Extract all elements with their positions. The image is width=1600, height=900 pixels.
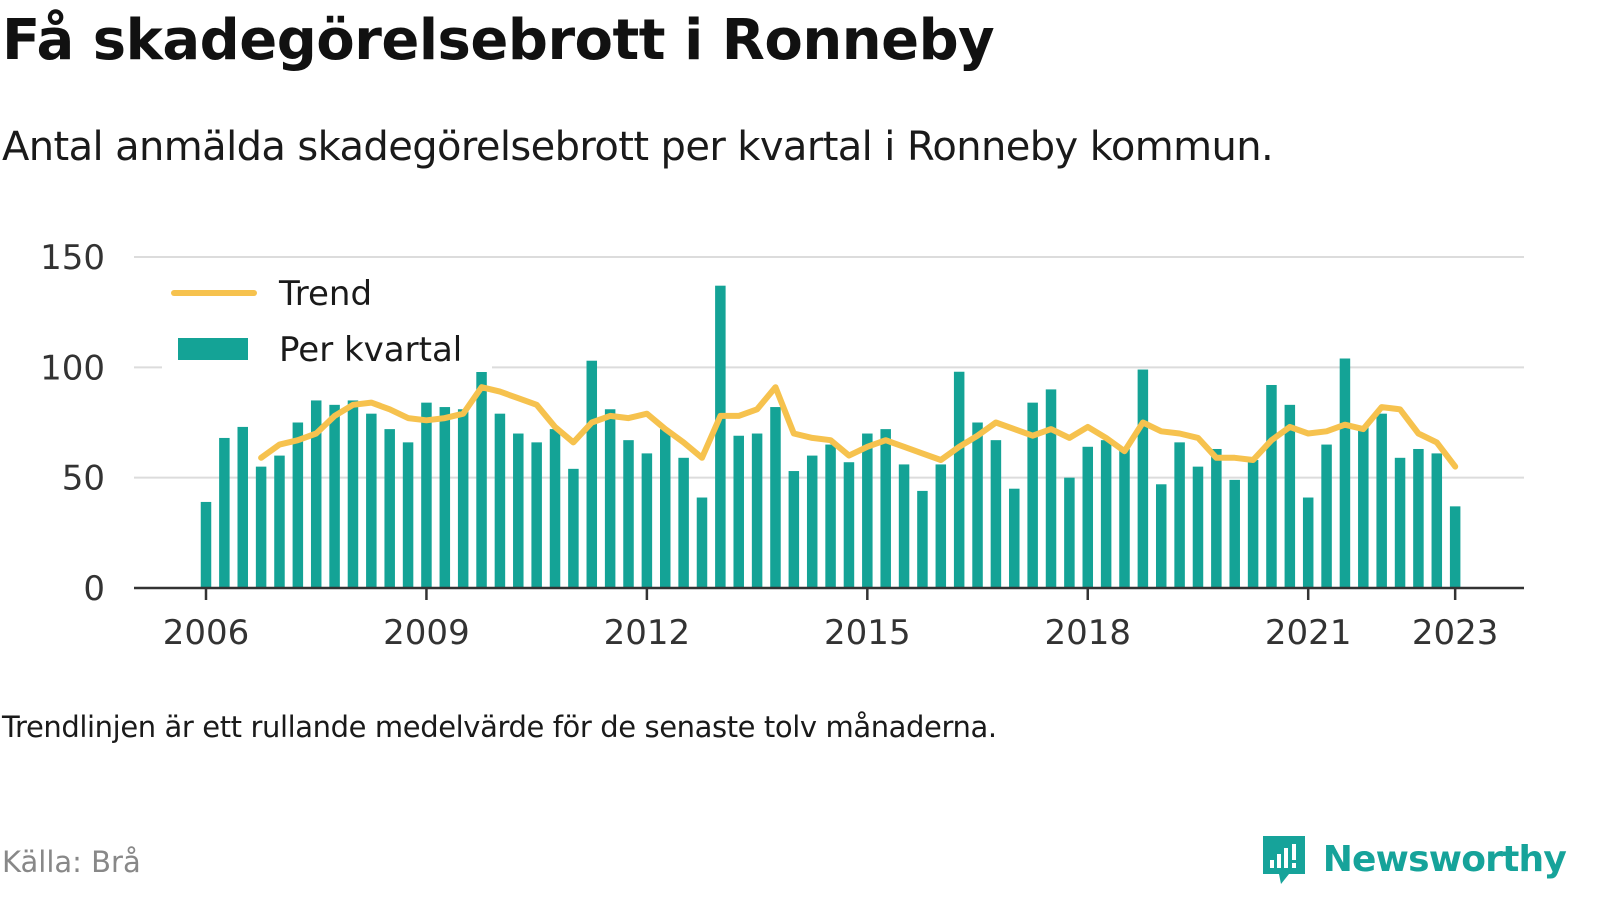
- bar: [439, 407, 451, 588]
- bar: [1155, 484, 1167, 588]
- bar: [513, 433, 524, 588]
- legend-bar-label: Per kvartal: [279, 330, 462, 370]
- bar: [1100, 440, 1112, 588]
- bar: [788, 471, 800, 588]
- brand-name: Newsworthy: [1322, 838, 1567, 880]
- y-tick-label: 50: [62, 459, 105, 499]
- bar: [476, 340, 487, 588]
- bar: [935, 464, 947, 588]
- x-tick-label: 2006: [163, 613, 250, 653]
- bar: [1376, 413, 1387, 588]
- bar: [1064, 477, 1075, 588]
- newsworthy-chart-icon: [1262, 836, 1305, 884]
- trend-line: [258, 384, 1459, 470]
- bar: [255, 466, 267, 588]
- bar: [696, 497, 708, 588]
- bar: [586, 360, 598, 588]
- bar: [825, 444, 836, 588]
- bar: [733, 435, 744, 588]
- bar: [329, 404, 340, 588]
- bar: [310, 400, 322, 588]
- bar: [568, 468, 579, 588]
- bar: [200, 501, 212, 588]
- bar: [1413, 448, 1424, 588]
- legend-trend-label: Trend: [278, 274, 372, 314]
- source-credit: Källa: Brå: [2, 845, 141, 879]
- bar: [457, 409, 469, 588]
- bar-series: [200, 285, 1461, 588]
- bar: [1321, 444, 1332, 588]
- bar: [917, 490, 928, 588]
- bar: [1247, 460, 1259, 588]
- bar: [1192, 466, 1204, 588]
- bar: [402, 442, 414, 588]
- x-tick-label: 2009: [383, 613, 470, 653]
- y-tick-label: 150: [40, 238, 105, 278]
- chart-subtitle: Antal anmälda skadegörelsebrott per kvar…: [2, 124, 1274, 170]
- chart-title: Få skadegörelsebrott i Ronneby: [2, 8, 995, 73]
- bar: [843, 462, 855, 588]
- legend-bar-swatch: [178, 338, 248, 360]
- bar: [715, 285, 726, 588]
- legend: Trend Per kvartal: [162, 262, 492, 372]
- bar: [1137, 369, 1149, 588]
- bar: [880, 429, 891, 588]
- bar: [494, 413, 506, 588]
- newsworthy-brand: Newsworthy: [1259, 832, 1567, 886]
- bar: [660, 429, 671, 588]
- bar: [549, 429, 561, 588]
- bar: [1449, 506, 1461, 588]
- quarterly-crime-chart: 0 50 100 150 2006 2009 2012 2015 2018 2021 2023 T…: [40, 238, 1524, 653]
- bar: [347, 400, 359, 588]
- x-tick-label: 2021: [1265, 613, 1352, 653]
- bar: [274, 455, 285, 588]
- bar: [1394, 457, 1406, 588]
- bar: [384, 429, 395, 588]
- bar: [1211, 448, 1222, 588]
- bar: [972, 422, 983, 588]
- bar: [1082, 446, 1094, 588]
- bar: [1302, 497, 1314, 588]
- bar: [531, 442, 542, 588]
- bar: [237, 426, 248, 588]
- bar: [1431, 453, 1443, 588]
- bar: [770, 407, 781, 588]
- bar: [806, 455, 818, 588]
- bar: [751, 433, 763, 588]
- bar: [862, 433, 873, 588]
- bar: [623, 440, 634, 588]
- y-tick-label: 100: [40, 348, 105, 388]
- bar: [1027, 402, 1038, 588]
- x-tick-label: 2015: [824, 613, 911, 653]
- bar: [1358, 426, 1369, 588]
- bar: [219, 437, 230, 588]
- bar: [898, 464, 910, 588]
- bar: [990, 440, 1002, 588]
- x-tick-label: 2023: [1412, 613, 1499, 653]
- bar: [953, 371, 965, 588]
- bar: [1119, 448, 1130, 588]
- x-tick-label: 2018: [1044, 613, 1131, 653]
- y-axis-ticks: 0 50 100 150: [40, 238, 105, 609]
- x-axis-ticks: 2006 2009 2012 2015 2018 2021 2023: [163, 588, 1499, 653]
- x-tick-label: 2012: [604, 613, 691, 653]
- chart-footnote: Trendlinjen är ett rullande medelvärde f…: [2, 710, 997, 744]
- bar: [1174, 442, 1185, 588]
- bar: [604, 409, 616, 588]
- bar: [1009, 488, 1020, 588]
- bar: [1284, 404, 1296, 588]
- bar: [1339, 358, 1351, 588]
- y-tick-label: 0: [83, 569, 105, 609]
- bar: [1229, 479, 1240, 588]
- bar: [1266, 384, 1277, 588]
- bar: [678, 457, 689, 588]
- bar: [421, 402, 432, 588]
- bar: [641, 453, 653, 588]
- bar: [1045, 389, 1057, 588]
- bar: [292, 422, 304, 588]
- bar: [366, 413, 377, 588]
